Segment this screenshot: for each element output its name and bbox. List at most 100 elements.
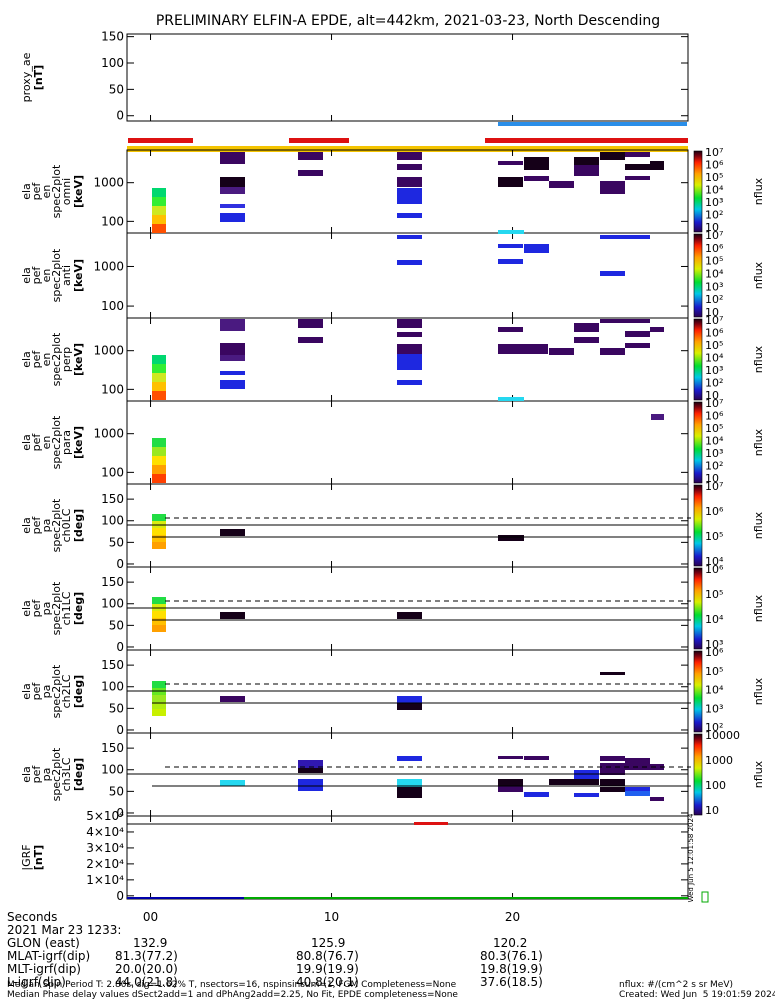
colorbar-tick-label: 10000 bbox=[705, 729, 740, 742]
heatmap-cell bbox=[152, 447, 166, 456]
footer-row-l: L-igrf(dip) bbox=[7, 975, 66, 989]
plot-title: PRELIMINARY ELFIN-A EPDE, alt=442km, 202… bbox=[156, 13, 660, 29]
x-tick-label: 10 bbox=[324, 910, 339, 924]
heatmap-cell bbox=[397, 696, 422, 703]
y-tick-label: 150 bbox=[101, 492, 124, 506]
y-axis-label: proxy_ae bbox=[20, 52, 33, 102]
colorbar-tick-label: 10⁷ bbox=[705, 314, 723, 327]
colorbar-tick-label: 10 bbox=[705, 221, 719, 234]
colorbar-tick-label: 10⁴ bbox=[705, 684, 724, 697]
y-axis-label: [deg] bbox=[72, 758, 85, 791]
colorbar-label: nflux bbox=[752, 677, 765, 705]
heatmap-cell bbox=[397, 319, 422, 328]
y-tick-label: 5×10⁴ bbox=[86, 809, 124, 823]
heatmap-cell bbox=[152, 597, 166, 604]
y-tick-label: 50 bbox=[109, 618, 124, 632]
colorbar bbox=[693, 650, 703, 733]
heatmap-cell bbox=[549, 181, 574, 188]
colorbar-tick-label: 10⁷ bbox=[705, 397, 723, 410]
footer-row-date: 2021 Mar 23 1233: bbox=[7, 923, 122, 937]
heatmap-cell bbox=[152, 618, 166, 625]
heatmap-cell bbox=[574, 165, 599, 176]
colorbar-tick-label: 10⁷ bbox=[705, 480, 723, 493]
y-axis-label: [nT] bbox=[32, 65, 45, 90]
y-tick-label: 100 bbox=[101, 214, 124, 228]
y-tick-label: 0 bbox=[116, 889, 124, 903]
colorbar-tick-label: 10³ bbox=[705, 702, 723, 715]
heatmap-cell bbox=[498, 779, 523, 786]
panel-frame bbox=[126, 815, 689, 900]
mlt-value: 20.0(20.0) bbox=[115, 962, 178, 976]
heatmap-cell bbox=[397, 177, 422, 187]
y-axis-label: para bbox=[60, 430, 73, 455]
colorbar-label: nflux bbox=[752, 594, 765, 622]
colorbar-tick-label: 10⁴ bbox=[705, 268, 724, 281]
colorbar-tick-label: 1000 bbox=[705, 754, 733, 767]
heatmap-cell bbox=[524, 157, 549, 170]
y-tick-label: 100 bbox=[101, 514, 124, 528]
y-axis-label: pef bbox=[30, 266, 43, 285]
heatmap-cell bbox=[651, 414, 664, 420]
orbit-flag-bar bbox=[498, 122, 687, 126]
heatmap-cell bbox=[600, 348, 625, 355]
heatmap-cell bbox=[152, 197, 166, 206]
heatmap-cell bbox=[397, 332, 422, 337]
heatmap-cell bbox=[397, 235, 422, 239]
y-tick-label: 1000 bbox=[93, 344, 124, 358]
colorbar-tick-label: 10³ bbox=[705, 364, 723, 377]
colorbar-tick-label: 10³ bbox=[705, 280, 723, 293]
y-axis-label: pef bbox=[30, 516, 43, 535]
y-axis-label: pa bbox=[40, 519, 53, 533]
heatmap-cell bbox=[600, 787, 625, 792]
y-axis-label: en bbox=[40, 185, 53, 199]
colorbar-tick-label: 10⁴ bbox=[705, 435, 724, 448]
heatmap-cell bbox=[549, 348, 574, 355]
heatmap-cell bbox=[600, 672, 625, 675]
y-tick-label: 100 bbox=[101, 680, 124, 694]
heatmap-cell bbox=[152, 542, 166, 549]
colorbar-tick-label: 10⁶ bbox=[705, 242, 724, 255]
y-tick-label: 0 bbox=[116, 109, 124, 123]
colorbar-tick-label: 10⁴ bbox=[705, 555, 724, 568]
heatmap-cell bbox=[152, 514, 166, 521]
heatmap-cell bbox=[498, 327, 523, 332]
heatmap-cell bbox=[152, 611, 166, 618]
l-value: 44.0(21.8) bbox=[115, 975, 178, 989]
heatmap-cell bbox=[650, 764, 664, 770]
heatmap-cell bbox=[625, 152, 650, 157]
heatmap-cell bbox=[600, 152, 625, 160]
colorbar-tick-label: 10⁵ bbox=[705, 665, 723, 678]
y-axis-label: en bbox=[40, 436, 53, 450]
colorbar-label: nflux bbox=[752, 511, 765, 539]
heatmap-cell bbox=[600, 181, 625, 194]
y-axis-label: ela bbox=[20, 267, 33, 284]
side-timestamp: Wed Jun 5 12:01:58 2024 bbox=[687, 813, 695, 902]
legend-marker bbox=[701, 891, 709, 903]
y-axis-label: [deg] bbox=[72, 592, 85, 625]
heatmap-cell bbox=[574, 793, 599, 797]
y-axis-label: spec2plot bbox=[50, 248, 63, 302]
y-axis-label: [nT] bbox=[32, 845, 45, 870]
heatmap-cell bbox=[152, 188, 166, 197]
y-axis-label: spec2plot bbox=[50, 332, 63, 386]
y-tick-label: 100 bbox=[101, 763, 124, 777]
y-tick-label: 1×10⁴ bbox=[86, 873, 124, 887]
heatmap-cell bbox=[298, 337, 323, 343]
heatmap-cell bbox=[220, 152, 245, 164]
y-tick-label: 100 bbox=[101, 465, 124, 479]
colorbar-tick-label: 10³ bbox=[705, 447, 723, 460]
igrf-marker bbox=[414, 822, 448, 825]
orbit-flag-bar bbox=[128, 138, 193, 143]
heatmap-cell bbox=[498, 397, 524, 401]
heatmap-cell bbox=[152, 391, 166, 400]
y-axis-label: ela bbox=[20, 517, 33, 534]
colorbar-tick-label: 10⁵ bbox=[705, 171, 723, 184]
heatmap-cell bbox=[498, 344, 548, 354]
heatmap-cell bbox=[524, 792, 549, 797]
heatmap-cell bbox=[600, 271, 625, 276]
heatmap-cell bbox=[152, 382, 166, 391]
colorbar-tick-label: 10⁶ bbox=[705, 505, 724, 518]
heatmap-cell bbox=[574, 337, 599, 343]
y-tick-label: 150 bbox=[101, 575, 124, 589]
y-tick-label: 0 bbox=[116, 806, 124, 820]
